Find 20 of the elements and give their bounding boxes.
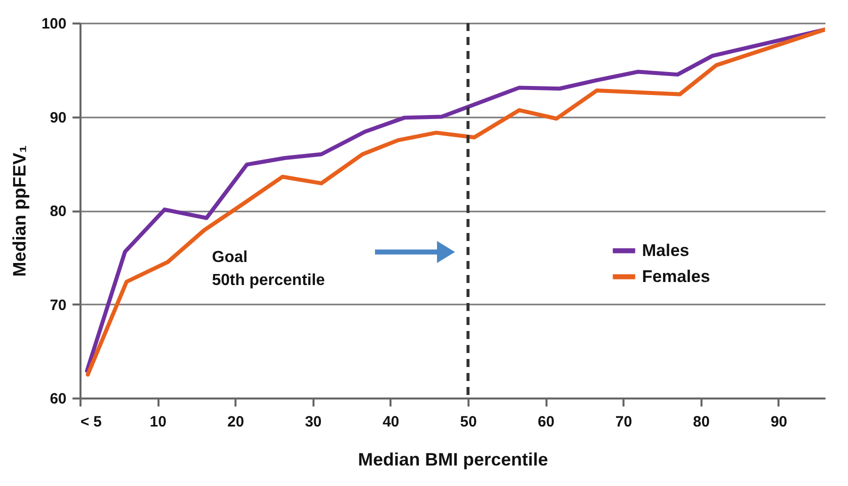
x-tick-label: 20 [227, 414, 244, 430]
x-tick-label: 70 [615, 414, 632, 430]
x-axis-title: Median BMI percentile [358, 450, 548, 470]
y-axis-title: Median ppFEV₁ [9, 145, 30, 277]
y-tick-label: 90 [50, 109, 66, 126]
x-tick-label: 60 [538, 414, 554, 430]
x-tick-label: 40 [382, 414, 400, 430]
x-tick-label: 30 [304, 414, 322, 430]
legend-label: Females [642, 266, 710, 286]
x-tick-label: 90 [770, 414, 788, 430]
x-tick-label: 10 [150, 414, 166, 430]
x-tick-label: 50 [460, 414, 477, 430]
legend-label: Males [642, 240, 690, 260]
y-tick-label: 70 [50, 296, 66, 314]
y-tick-label: 80 [50, 203, 66, 220]
x-tick-label: < 5 [80, 414, 102, 430]
annotation: Goal 50th percentile [212, 249, 326, 289]
x-tick-label: 80 [692, 414, 710, 430]
y-tick-label: 100 [41, 16, 66, 32]
y-tick-label: 60 [50, 390, 66, 408]
